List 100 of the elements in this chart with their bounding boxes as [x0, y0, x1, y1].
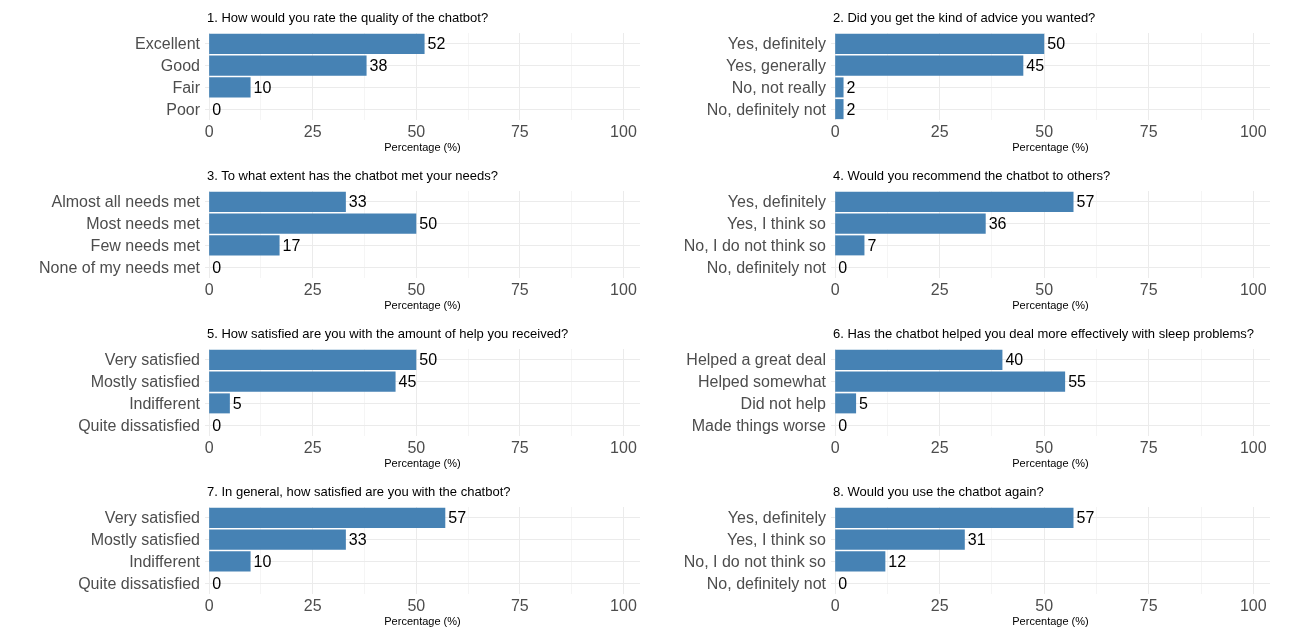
- x-tick-label: 25: [303, 281, 322, 298]
- bar: [835, 33, 1045, 54]
- data-label: 40: [1005, 351, 1024, 369]
- y-tick-label: Almost all needs met: [51, 193, 201, 211]
- x-tick-label: 25: [303, 439, 322, 456]
- y-tick-label: Yes, definitely: [727, 509, 826, 527]
- chart-title: 2. Did you get the kind of advice you wanted?: [833, 10, 1096, 25]
- x-tick-label: 25: [303, 123, 322, 140]
- x-tick-label: 0: [830, 123, 840, 140]
- x-tick-label: 25: [930, 123, 949, 140]
- data-label: 36: [988, 215, 1007, 233]
- x-tick-label: 75: [510, 597, 529, 614]
- data-label: 0: [212, 416, 222, 434]
- y-tick-label: No, I do not think so: [683, 552, 827, 570]
- y-tick-label: Made things worse: [691, 416, 827, 434]
- x-tick-label: 100: [610, 597, 637, 614]
- y-tick-label: No, not really: [731, 78, 826, 96]
- x-tick-label: 50: [1035, 123, 1054, 140]
- data-label: 10: [253, 78, 272, 96]
- data-label: 57: [1076, 193, 1095, 211]
- x-tick-label: 75: [1139, 439, 1158, 456]
- x-tick-label: 25: [303, 597, 322, 614]
- x-axis-title: Percentage (%): [384, 457, 461, 470]
- x-tick-label: 0: [830, 597, 840, 614]
- y-tick-label: Few needs met: [90, 236, 201, 254]
- data-label: 50: [419, 215, 438, 233]
- x-tick-label: 100: [610, 123, 637, 140]
- y-tick-label: Mostly satisfied: [90, 373, 200, 391]
- x-tick-label: 100: [610, 439, 637, 456]
- bar: [209, 349, 417, 370]
- y-tick-label: Indifferent: [129, 394, 201, 412]
- x-tick-label: 25: [930, 281, 949, 298]
- x-tick-label: 0: [204, 281, 214, 298]
- x-tick-label: 75: [1139, 123, 1158, 140]
- x-axis-title: Percentage (%): [384, 141, 461, 154]
- y-tick-label: Yes, I think so: [726, 531, 827, 549]
- y-tick-label: Yes, generally: [726, 57, 826, 75]
- chart-title: 6. Has the chatbot helped you deal more effectively with sleep problems?: [833, 326, 1255, 341]
- data-label: 45: [398, 373, 417, 391]
- x-axis-title: Percentage (%): [1012, 141, 1089, 154]
- y-tick-label: Quite dissatisfied: [78, 416, 200, 434]
- x-tick-label: 0: [204, 597, 214, 614]
- bar: [835, 191, 1074, 212]
- x-tick-label: 0: [204, 439, 214, 456]
- y-tick-label: Quite dissatisfied: [78, 574, 200, 592]
- x-tick-label: 50: [407, 439, 426, 456]
- data-label: 57: [448, 509, 467, 527]
- bar: [209, 507, 446, 528]
- x-tick-label: 25: [930, 439, 949, 456]
- x-axis-title: Percentage (%): [1012, 457, 1089, 470]
- data-label: 0: [212, 574, 222, 592]
- x-axis-title: Percentage (%): [1012, 615, 1089, 628]
- x-tick-label: 100: [610, 281, 637, 298]
- chart-title: 7. In general, how satisfied are you with the chatbot?: [207, 484, 511, 499]
- x-tick-label: 75: [1139, 597, 1158, 614]
- y-tick-label: None of my needs met: [39, 258, 201, 276]
- y-tick-label: Helped somewhat: [697, 373, 827, 391]
- x-tick-label: 100: [1239, 123, 1267, 140]
- x-axis-title: Percentage (%): [384, 615, 461, 628]
- y-tick-label: Yes, definitely: [727, 35, 826, 53]
- y-tick-label: No, I do not think so: [683, 236, 827, 254]
- chart-title: 1. How would you rate the quality of the chatbot?: [207, 10, 489, 25]
- data-label: 2: [846, 78, 856, 96]
- y-tick-label: No, definitely not: [706, 574, 827, 592]
- data-label: 0: [212, 100, 222, 118]
- data-label: 0: [838, 416, 848, 434]
- data-label: 50: [1047, 35, 1066, 53]
- y-tick-label: Most needs met: [86, 215, 201, 233]
- x-tick-label: 50: [407, 597, 426, 614]
- data-label: 0: [838, 574, 848, 592]
- x-tick-label: 0: [830, 281, 840, 298]
- data-label: 0: [212, 258, 222, 276]
- bar: [835, 349, 1003, 370]
- y-tick-label: Did not help: [740, 394, 827, 412]
- x-tick-label: 100: [1239, 439, 1267, 456]
- data-label: 7: [867, 236, 877, 254]
- y-tick-label: Mostly satisfied: [90, 531, 200, 549]
- y-tick-label: Yes, I think so: [726, 215, 827, 233]
- chart-title: 5. How satisfied are you with the amount of help you received?: [207, 326, 569, 341]
- x-tick-label: 50: [1035, 281, 1054, 298]
- data-label: 38: [369, 57, 388, 75]
- bar: [835, 99, 844, 120]
- x-tick-label: 0: [204, 123, 214, 140]
- data-label: 33: [348, 531, 367, 549]
- y-tick-label: Very satisfied: [104, 351, 200, 369]
- bar: [835, 507, 1074, 528]
- chart-title: 3. To what extent has the chatbot met your needs?: [207, 168, 499, 183]
- y-tick-label: Good: [160, 57, 200, 75]
- x-tick-label: 75: [1139, 281, 1158, 298]
- data-label: 55: [1068, 373, 1087, 391]
- y-tick-label: Helped a great deal: [686, 351, 826, 369]
- bar: [209, 33, 425, 54]
- bar: [209, 191, 346, 212]
- data-label: 12: [888, 552, 907, 570]
- x-tick-label: 50: [407, 123, 426, 140]
- x-tick-label: 100: [1239, 281, 1267, 298]
- x-tick-label: 75: [510, 281, 529, 298]
- chart-title: 4. Would you recommend the chatbot to others?: [833, 168, 1111, 183]
- data-label: 0: [838, 258, 848, 276]
- x-tick-label: 100: [1239, 597, 1267, 614]
